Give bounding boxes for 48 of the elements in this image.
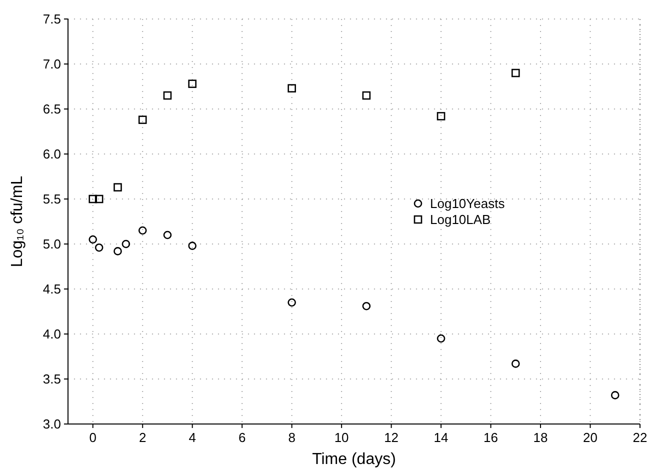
point: [163, 230, 172, 240]
legend-label: Log10LAB: [430, 212, 491, 227]
x-tick-label: 4: [188, 430, 196, 445]
y-tick-label: 5.5: [42, 192, 61, 206]
x-tick-label: 10: [334, 430, 349, 445]
point: [436, 334, 446, 343]
y-tick-label: 7.0: [42, 56, 61, 72]
x-tick-label: 18: [533, 430, 548, 445]
y-tick-label: 3.0: [42, 416, 61, 432]
y-tick-label: 7.5: [42, 12, 61, 26]
point: [362, 302, 371, 310]
point: [188, 242, 196, 250]
y-tick-label: 3.5: [42, 372, 61, 386]
point: [114, 183, 122, 192]
x-axis-title: Time (days): [312, 451, 396, 468]
x-tick-label: 20: [583, 430, 598, 445]
y-tick-label: 4.5: [42, 282, 61, 296]
point: [114, 247, 122, 256]
x-tick-label: 8: [288, 430, 296, 445]
y-tick-label: 4.0: [42, 326, 61, 342]
point: [512, 360, 520, 368]
point: [610, 391, 620, 400]
x-tick-label: 14: [434, 430, 448, 445]
legend-label: Log10Yeasts: [430, 196, 506, 211]
y-tick-label: 6.0: [42, 146, 61, 162]
point: [88, 235, 98, 244]
y-tick-label: 5.0: [42, 236, 61, 252]
point: [512, 68, 520, 78]
y-tick-label: 6.5: [42, 102, 61, 116]
point: [188, 80, 196, 88]
point: [94, 243, 104, 252]
point: [436, 112, 446, 120]
x-tick-label: 16: [484, 430, 498, 445]
y-axis-title: Log₁₀ cfu/mL: [9, 176, 26, 268]
x-tick-label: 12: [384, 430, 399, 445]
point: [94, 194, 104, 204]
x-tick-label: 0: [89, 430, 96, 445]
x-tick-label: 6: [238, 430, 246, 445]
point: [138, 226, 147, 235]
point: [163, 91, 172, 100]
point: [122, 240, 130, 248]
point: [138, 116, 147, 124]
point: [88, 194, 98, 204]
point: [288, 84, 296, 92]
point: [288, 298, 296, 307]
x-tick-label: 2: [138, 430, 146, 445]
x-tick-label: 22: [632, 430, 648, 445]
point: [362, 91, 371, 100]
